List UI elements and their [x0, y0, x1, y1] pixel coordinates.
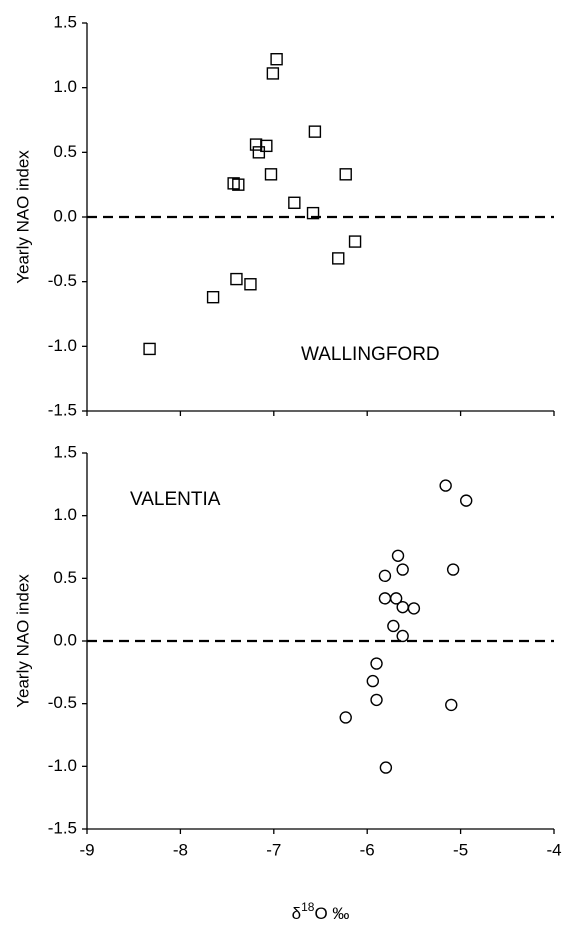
- point: [396, 563, 409, 576]
- y-tick-label: -1.5: [48, 400, 77, 419]
- x-tick-label: -6: [360, 840, 375, 859]
- y-axis-label: Yearly NAO index: [13, 150, 32, 284]
- point: [370, 657, 383, 670]
- point: [206, 290, 220, 304]
- y-tick-label: 0.0: [53, 630, 77, 649]
- point: [387, 619, 400, 633]
- point: [445, 698, 458, 712]
- point: [366, 674, 380, 688]
- x-tick-label: -5: [453, 840, 468, 859]
- point: [407, 602, 421, 615]
- annotation: VALENTIA: [130, 489, 221, 510]
- point: [308, 125, 322, 138]
- point: [230, 272, 243, 286]
- y-axis-label: Yearly NAO index: [13, 574, 32, 708]
- x-axis-label: δ18O ‰: [292, 900, 350, 923]
- y-tick-label: -1.5: [48, 818, 77, 837]
- y-tick-label: -0.5: [48, 693, 77, 712]
- x-tick-label: -8: [173, 840, 188, 859]
- y-tick-label: 1.5: [53, 12, 77, 31]
- y-tick-label: 1.0: [53, 77, 77, 96]
- x-tick-label: -9: [79, 840, 94, 859]
- y-tick-label: 0.0: [53, 206, 77, 225]
- x-axis-label-base: δ: [292, 904, 301, 923]
- point: [270, 53, 283, 66]
- point: [439, 479, 452, 492]
- point: [288, 196, 301, 209]
- point: [249, 138, 263, 151]
- point: [460, 494, 473, 507]
- point: [446, 563, 460, 576]
- point: [339, 168, 352, 181]
- point: [396, 629, 409, 643]
- point: [244, 278, 257, 291]
- point: [348, 235, 362, 248]
- y-tick-label: 1.0: [53, 505, 77, 524]
- x-axis-label-rest: O ‰: [314, 904, 349, 923]
- point: [227, 177, 240, 190]
- y-tick-label: -1.0: [48, 336, 77, 355]
- y-tick-label: 1.5: [53, 442, 77, 461]
- point: [389, 592, 403, 605]
- point: [391, 549, 405, 562]
- point: [396, 600, 409, 614]
- x-tick-label: -7: [266, 840, 281, 859]
- y-tick-label: 0.5: [53, 568, 77, 587]
- point: [232, 178, 245, 191]
- y-tick-label: 0.5: [53, 142, 77, 161]
- point: [378, 592, 392, 605]
- point: [379, 761, 393, 774]
- point: [332, 252, 345, 265]
- annotation: WALLINGFORD: [301, 344, 440, 365]
- point: [266, 67, 280, 80]
- y-tick-label: -1.0: [48, 756, 77, 775]
- point: [306, 206, 320, 220]
- point: [370, 693, 383, 707]
- y-tick-label: -0.5: [48, 271, 77, 290]
- point: [378, 569, 392, 583]
- point: [143, 342, 156, 356]
- point: [252, 146, 266, 159]
- point: [260, 139, 273, 153]
- point: [264, 168, 278, 181]
- point: [339, 711, 352, 724]
- x-tick-label: -4: [546, 840, 561, 859]
- x-axis-label-superscript: 18: [301, 900, 315, 914]
